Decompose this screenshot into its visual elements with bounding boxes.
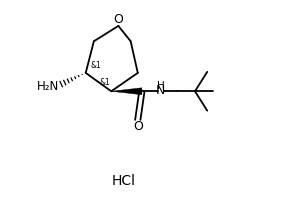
Text: H: H bbox=[157, 80, 165, 90]
Text: &1: &1 bbox=[91, 61, 102, 69]
Text: H₂N: H₂N bbox=[36, 79, 59, 92]
Text: O: O bbox=[133, 120, 143, 133]
Text: HCl: HCl bbox=[112, 173, 136, 187]
Text: &1: &1 bbox=[99, 78, 110, 87]
Text: O: O bbox=[113, 13, 123, 26]
Text: N: N bbox=[156, 83, 165, 96]
Polygon shape bbox=[111, 88, 142, 95]
